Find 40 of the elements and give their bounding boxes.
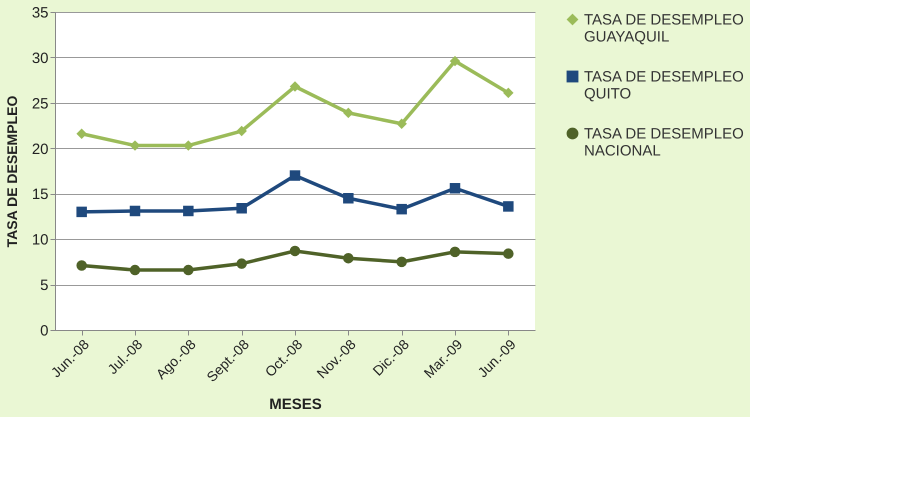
point (503, 248, 514, 259)
y-tick-label: 15 (32, 186, 48, 204)
point (343, 193, 354, 204)
point (130, 264, 140, 276)
point (183, 206, 194, 216)
point (76, 206, 87, 218)
point (503, 88, 514, 98)
y-tick-label: 35 (32, 4, 48, 22)
y-tick-label: 5 (40, 277, 48, 294)
x-axis-title: MESES (269, 396, 322, 413)
point (343, 108, 354, 118)
y-tick-label: 0 (40, 322, 48, 340)
point (76, 128, 87, 139)
point (290, 246, 300, 256)
legend-label: TASA DE DESEMPLEO NACIONAL (584, 126, 744, 160)
point (450, 246, 460, 258)
legend-label: TASA DE DESEMPLEO QUITO (584, 68, 744, 102)
y-tick-label: 25 (32, 95, 48, 112)
point (76, 260, 87, 271)
point (236, 126, 247, 136)
point (343, 252, 354, 264)
point (396, 256, 407, 268)
point (290, 81, 300, 92)
y-axis-title: TASA DE DESEMPLEO (4, 96, 20, 248)
point (396, 118, 407, 129)
point (503, 201, 514, 212)
legend-label: TASA DE DESEMPLEO GUAYAQUIL (584, 12, 744, 46)
point (450, 183, 460, 194)
y-tick-label: 10 (32, 232, 48, 249)
point (396, 204, 407, 214)
point (236, 203, 247, 214)
point (290, 170, 300, 181)
y-tick-label: 30 (32, 50, 48, 67)
y-tick-label: 20 (32, 140, 48, 158)
point (183, 140, 194, 151)
point (130, 140, 140, 151)
point (130, 206, 140, 216)
point (450, 56, 460, 66)
point (236, 258, 247, 269)
point (183, 264, 194, 276)
